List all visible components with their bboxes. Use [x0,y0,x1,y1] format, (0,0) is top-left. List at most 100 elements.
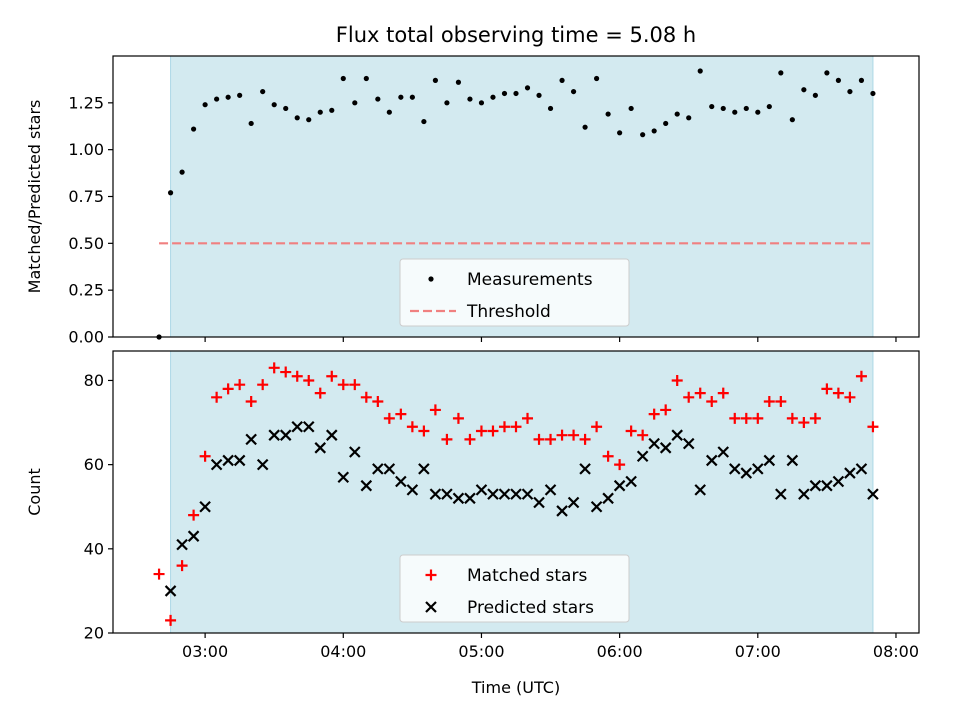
matched-star-point [855,370,867,382]
measurement-point [628,105,634,112]
matched-star-point [717,387,729,399]
predicted-star-point [671,429,683,441]
predicted-star-point [728,463,741,475]
predicted-star-point [763,454,776,467]
predicted-star-point [648,437,660,450]
predicted-star-point [210,458,223,471]
predicted-star-point [268,429,280,441]
matched-star-point [602,450,614,462]
matched-star-point [775,396,787,408]
measurement-point [640,132,646,138]
top-legend: Measurements Threshold [399,258,630,327]
matched-star-point [452,412,464,424]
predicted-star-point [199,500,211,513]
measurement-point [594,75,600,82]
matched-star-point [487,425,499,437]
y-tick-label: 60 [84,455,104,474]
matched-star-point [614,459,626,471]
predicted-star-point [636,450,649,463]
top-series-1 [156,68,876,340]
predicted-star-point [498,488,511,500]
matched-star-point [648,408,660,420]
measurement-point [271,102,277,108]
measurement-point [375,96,381,102]
measurement-point [801,87,807,93]
matched-star-point [821,383,833,395]
measurement-point [582,124,588,130]
legend-marker-measurements [428,276,434,282]
chart-title: Flux total observing time = 5.08 h [336,23,696,47]
matched-star-point [245,396,257,408]
predicted-star-point [821,479,833,492]
matched-star-point [832,387,844,399]
predicted-star-point [786,454,799,467]
measurement-point [847,88,853,95]
legend-label: Predicted stars [467,598,594,618]
bottom-legend: Matched stars Predicted stars [399,554,630,623]
bottom-y-axis-label: Count [25,468,44,516]
predicted-star-point [395,475,407,488]
predicted-star-point [613,479,626,492]
measurement-point [409,94,415,100]
predicted-star-point [855,463,868,475]
predicted-star-point [429,488,442,500]
predicted-star-point [464,492,476,505]
measurement-point [455,79,462,85]
matched-star-point [763,396,775,408]
matched-star-point [545,433,557,445]
measurement-point [421,118,427,125]
matched-star-point [314,387,326,399]
predicted-star-point [233,454,246,467]
measurement-point [812,92,818,98]
measurement-point [283,105,289,112]
measurement-point [720,105,726,112]
matched-star-point [280,366,292,378]
predicted-star-point [372,463,384,475]
predicted-star-point [556,505,568,517]
predicted-star-point [337,471,350,484]
matched-star-point [349,379,361,391]
matched-star-point [165,614,177,626]
legend-label: Matched stars [467,566,587,586]
matched-star-point [234,379,246,391]
x-tick-label: 07:00 [735,642,781,661]
measurement-point [237,92,243,98]
predicted-star-point [314,442,327,454]
matched-star-point [257,379,269,391]
y-tick-label: 80 [84,371,104,390]
measurement-point [191,126,197,132]
matched-star-point [694,387,706,399]
predicted-star-point [752,463,764,475]
measurement-point [709,103,715,110]
matched-star-point [740,412,752,424]
matched-star-point [568,429,580,441]
matched-star-point [752,412,764,424]
measurement-point [524,85,531,91]
measurement-point [824,70,830,76]
predicted-star-point [325,429,338,441]
measurement-point [789,117,795,123]
matched-star-point [844,391,856,403]
predicted-star-point [705,454,718,467]
measurement-point [386,109,392,115]
measurement-point [294,115,300,121]
matched-star-point [199,450,211,462]
matched-star-point [441,433,453,445]
measurement-point [605,111,611,117]
predicted-star-point [360,479,373,492]
matched-star-point [406,421,418,433]
matched-star-point [522,412,534,424]
y-tick-label: 0.25 [68,281,104,300]
x-tick-label: 06:00 [597,642,643,661]
matched-star-point [706,396,718,408]
predicted-star-point [291,420,304,433]
measurement-point [663,120,669,127]
matched-star-point [464,433,476,445]
predicted-star-point [256,458,269,471]
predicted-star-point [867,488,879,500]
matched-star-point [660,404,672,416]
matched-star-point [786,412,798,424]
matched-star-point [591,421,603,433]
x-tick-label: 08:00 [873,642,919,661]
